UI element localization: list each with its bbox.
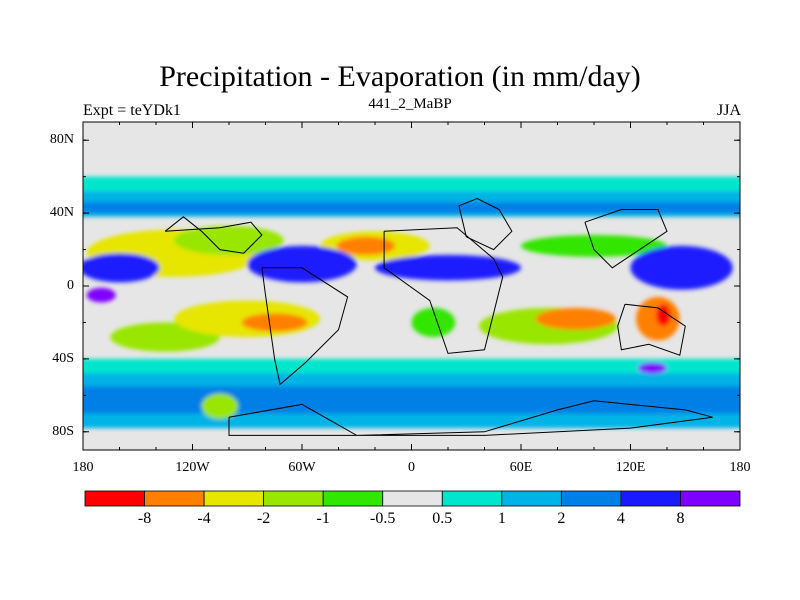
colorbar-swatch — [203, 490, 265, 507]
field-band-blue — [83, 386, 740, 414]
field-cell-orange — [535, 307, 616, 330]
field-layer — [83, 176, 740, 429]
colorbar-swatch — [620, 490, 681, 507]
field-cell-orange — [336, 236, 396, 256]
colorbar-swatch — [560, 490, 622, 507]
colorbar-swatch — [263, 490, 324, 507]
colorbar-swatch — [501, 490, 562, 507]
x-tick-label: 120W — [175, 460, 210, 475]
y-tick-label: 40N — [49, 205, 74, 221]
colorbar-swatch — [680, 490, 741, 507]
field-contours — [83, 176, 740, 429]
field-cell-purple — [637, 362, 668, 374]
colorbar-label: -8 — [137, 510, 152, 527]
field-cell-orange — [241, 313, 308, 332]
x-tick-label: 60E — [509, 460, 533, 475]
x-tick-label: 180 — [729, 460, 751, 475]
colorbar-label: 2 — [557, 510, 566, 527]
y-tick-label: 80S — [52, 423, 74, 439]
x-tick-label: 60W — [288, 460, 316, 475]
colorbar-label: 4 — [616, 510, 625, 527]
colorbar — [84, 490, 741, 507]
colorbar-swatch — [144, 490, 205, 507]
coastline-3 — [458, 197, 513, 251]
coastline-0 — [164, 216, 263, 254]
coastline-layer — [164, 197, 713, 436]
field-cell-darkblue — [247, 245, 357, 283]
field-cell-darkblue — [83, 253, 160, 283]
colorbar-swatch — [84, 490, 145, 507]
colorbar-label: -4 — [197, 510, 211, 527]
colorbar-swatch — [322, 490, 384, 507]
coastline-1 — [261, 267, 349, 386]
colorbar-label: -1 — [316, 510, 330, 527]
field-cell-darkblue — [630, 245, 733, 290]
plot-frame — [82, 121, 741, 451]
field-cell-green — [411, 307, 456, 338]
field-cell-lightgreen — [201, 393, 239, 420]
colorbar-label: -0.5 — [370, 510, 396, 527]
colorbar-swatch — [382, 490, 443, 507]
colorbar-label: 1 — [497, 510, 506, 527]
colorbar-label: 8 — [676, 510, 685, 527]
colorbar-label: 0.5 — [432, 510, 453, 527]
period-label: 441_2_MaBP — [368, 96, 452, 112]
coastline-6 — [228, 400, 713, 436]
field-band-blue — [83, 202, 740, 214]
colorbar-swatch — [441, 490, 503, 507]
experiment-label: Expt = teYDk1 — [83, 102, 181, 119]
y-tick-label: 40S — [52, 350, 74, 366]
field-cell-purple — [86, 287, 116, 303]
coastline-5 — [617, 303, 686, 356]
season-label: JJA — [716, 102, 741, 119]
chart-title: Precipitation - Evaporation (in mm/day) — [159, 60, 641, 93]
x-tick-label: 0 — [408, 460, 415, 475]
field-cell-green — [521, 234, 667, 257]
coastline-4 — [584, 209, 668, 269]
x-tick-label: 120E — [615, 460, 646, 475]
field-cell-darkblue — [375, 255, 521, 281]
field-band-cyan — [83, 358, 740, 374]
y-tick-label: 0 — [67, 278, 74, 293]
colorbar-label: -2 — [256, 510, 271, 527]
x-tick-label: 180 — [72, 460, 94, 475]
field-cell-lightgreen — [174, 225, 284, 256]
y-tick-label: 80N — [49, 132, 74, 148]
field-band-cyan — [83, 176, 740, 192]
